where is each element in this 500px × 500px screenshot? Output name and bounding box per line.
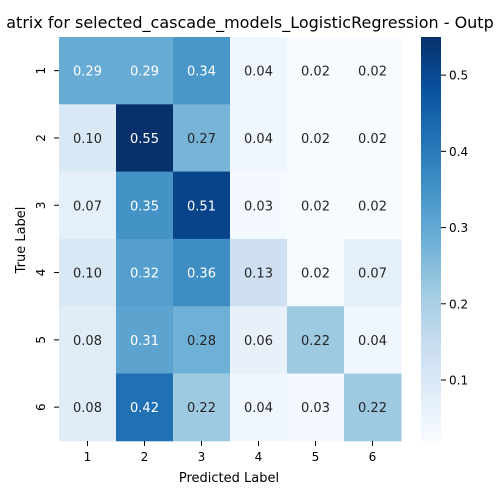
cell-value-label: 0.06 xyxy=(244,334,273,349)
cell-value-label: 0.02 xyxy=(301,65,330,80)
cell-value-label: 0.51 xyxy=(187,199,216,214)
cell-value-label: 0.04 xyxy=(244,132,273,147)
heatmap-cell xyxy=(116,37,174,105)
heatmap-cell xyxy=(173,238,231,307)
cell-value-label: 0.10 xyxy=(73,132,102,147)
heatmap-cell xyxy=(173,306,231,374)
cell-value-label: 0.55 xyxy=(130,132,159,147)
y-axis-label: True Label xyxy=(14,207,29,275)
cell-value-label: 0.31 xyxy=(130,334,159,349)
cell-value-label: 0.13 xyxy=(244,267,273,282)
cell-value-label: 0.02 xyxy=(358,132,387,147)
x-tick-label: 3 xyxy=(198,450,206,464)
x-axis-label: Predicted Label xyxy=(179,471,279,486)
chart-title: atrix for selected_cascade_models_Logist… xyxy=(6,13,493,33)
heatmap-cell xyxy=(230,306,288,374)
cell-value-label: 0.34 xyxy=(187,65,216,80)
cell-value-label: 0.02 xyxy=(301,199,330,214)
cell-value-label: 0.32 xyxy=(130,267,159,282)
heatmap-cell xyxy=(230,171,288,240)
y-tick-label: 6 xyxy=(34,403,48,411)
heatmap-cell xyxy=(59,37,117,105)
x-tick-label: 6 xyxy=(369,450,377,464)
y-tick-label: 1 xyxy=(34,67,48,75)
cell-value-label: 0.03 xyxy=(244,199,273,214)
heatmap-cell xyxy=(287,104,345,173)
cell-value-label: 0.22 xyxy=(358,401,387,416)
cell-value-label: 0.29 xyxy=(73,65,102,80)
cell-value-label: 0.04 xyxy=(244,401,273,416)
heatmap-cell xyxy=(287,238,345,307)
x-axis-ticks: 1 2 3 4 5 6 xyxy=(84,441,377,464)
heatmap-cell xyxy=(59,171,117,240)
heatmap-cell xyxy=(173,171,231,240)
y-tick-label: 3 xyxy=(34,201,48,209)
x-tick-label: 5 xyxy=(312,450,320,464)
cell-value-label: 0.07 xyxy=(358,267,387,282)
heatmap-cell xyxy=(344,37,402,105)
colorbar-tick-label: 0.2 xyxy=(449,297,468,311)
x-tick-label: 2 xyxy=(141,450,149,464)
heatmap-cell xyxy=(116,171,174,240)
colorbar-tick-label: 0.1 xyxy=(449,374,468,388)
heatmap-cell xyxy=(287,171,345,240)
heatmap-cell xyxy=(230,373,288,442)
colorbar xyxy=(421,37,441,441)
cell-value-label: 0.04 xyxy=(358,334,387,349)
heatmap-cell xyxy=(116,238,174,307)
cell-value-label: 0.22 xyxy=(187,401,216,416)
cell-value-label: 0.07 xyxy=(73,199,102,214)
y-tick-label: 5 xyxy=(34,336,48,344)
heatmap-cell xyxy=(230,37,288,105)
colorbar-tick-label: 0.4 xyxy=(449,145,468,159)
heatmap-cell xyxy=(59,373,117,442)
heatmap-cell xyxy=(173,373,231,442)
heatmap-cell xyxy=(287,306,345,374)
y-axis-ticks: 1 2 3 4 5 6 xyxy=(34,67,59,411)
heatmap-cell xyxy=(230,238,288,307)
heatmap-cells: 0.29 0.29 0.34 0.04 0.02 0.02 0.10 0.55 0.27 0.04… xyxy=(59,37,402,442)
y-tick-label: 2 xyxy=(34,134,48,142)
heatmap-cell xyxy=(230,104,288,173)
y-tick-label: 4 xyxy=(34,269,48,277)
heatmap-cell xyxy=(344,306,402,374)
cell-value-label: 0.42 xyxy=(130,401,159,416)
heatmap-cell xyxy=(59,306,117,374)
cell-value-label: 0.28 xyxy=(187,334,216,349)
colorbar-tick-label: 0.3 xyxy=(449,221,468,235)
heatmap-cell xyxy=(344,238,402,307)
heatmap-cell xyxy=(116,306,174,374)
heatmap-cell xyxy=(344,171,402,240)
heatmap-cell xyxy=(344,104,402,173)
cell-value-label: 0.35 xyxy=(130,199,159,214)
cell-value-label: 0.22 xyxy=(301,334,330,349)
cell-value-label: 0.04 xyxy=(244,65,273,80)
cell-value-label: 0.02 xyxy=(301,267,330,282)
cell-value-label: 0.08 xyxy=(73,401,102,416)
cell-value-label: 0.02 xyxy=(358,199,387,214)
cell-value-label: 0.08 xyxy=(73,334,102,349)
cell-value-label: 0.02 xyxy=(301,132,330,147)
heatmap-cell xyxy=(287,373,345,442)
cell-value-label: 0.29 xyxy=(130,65,159,80)
heatmap-cell xyxy=(344,373,402,442)
heatmap-cell xyxy=(116,373,174,442)
heatmap-cell xyxy=(59,104,117,173)
colorbar-ticks: 0.1 0.2 0.3 0.4 0.5 xyxy=(441,69,468,388)
cell-value-label: 0.27 xyxy=(187,132,216,147)
cell-value-label: 0.36 xyxy=(187,267,216,282)
colorbar-tick-label: 0.5 xyxy=(449,69,468,83)
cell-value-label: 0.03 xyxy=(301,401,330,416)
heatmap-cell xyxy=(173,104,231,173)
heatmap-cell xyxy=(59,238,117,307)
heatmap-cell xyxy=(287,37,345,105)
heatmap-cell xyxy=(173,37,231,105)
x-tick-label: 4 xyxy=(255,450,263,464)
x-tick-label: 1 xyxy=(84,450,92,464)
heatmap-cell xyxy=(116,104,174,173)
cell-value-label: 0.02 xyxy=(358,65,387,80)
cell-value-label: 0.10 xyxy=(73,267,102,282)
